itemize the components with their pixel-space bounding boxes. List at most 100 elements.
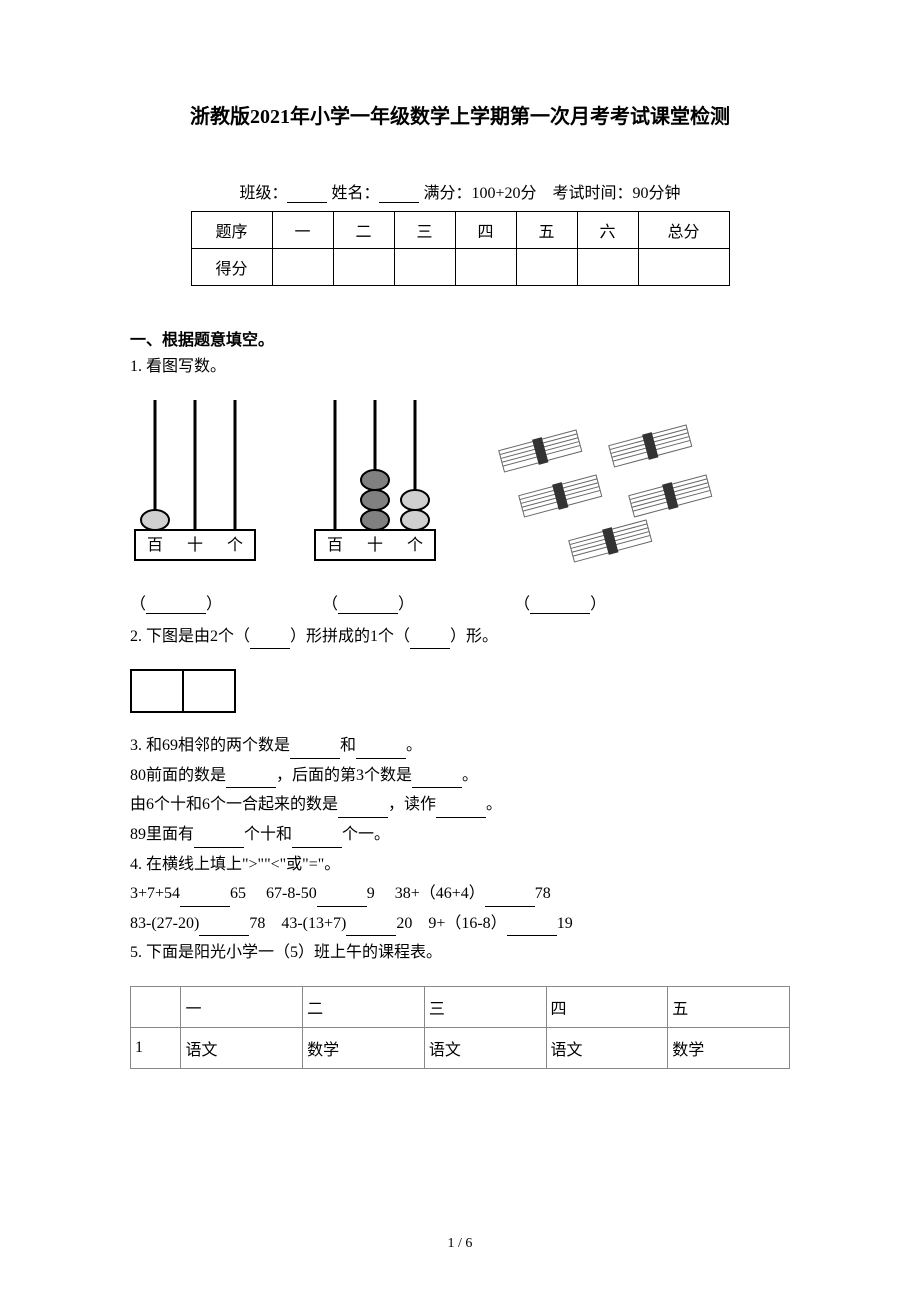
figure-row: 百 十 个 百 十 个	[130, 400, 790, 570]
q3-1c: 。	[406, 737, 422, 754]
sticks-bundle	[490, 420, 720, 570]
score-col-3: 三	[394, 212, 455, 249]
sched-cell-0-4: 语文	[546, 1027, 668, 1068]
q3-3a: 由6个十和6个一合起来的数是	[130, 796, 338, 813]
score-cell-5	[516, 249, 577, 286]
answer-1: （）	[130, 590, 222, 614]
q4r1-5: 38+（46+4）	[395, 885, 485, 902]
q4r2-6: 19	[557, 915, 573, 932]
q3-3b: ，读作	[388, 796, 436, 813]
score-row-label: 得分	[191, 249, 272, 286]
page-title: 浙教版2021年小学一年级数学上学期第一次月考考试课堂检测	[130, 100, 790, 129]
q3-1b: 和	[340, 737, 356, 754]
q4-row1: 3+7+54 65 67-8-50 9 38+（46+4） 78	[130, 881, 790, 907]
q3-4a: 89里面有	[130, 826, 194, 843]
sched-cell-0-2: 数学	[303, 1027, 425, 1068]
svg-text:十: 十	[187, 536, 203, 554]
sched-head-4: 四	[546, 986, 668, 1027]
q4r2-2: 78	[249, 915, 265, 932]
q4-row2: 83-(27-20)78 43-(13+7)20 9+（16-8）19	[130, 911, 790, 937]
abacus-2-svg: 百 十 个	[310, 400, 440, 570]
q3-2c: 。	[462, 767, 478, 784]
q4-intro: 4. 在横线上填上">""<"或"="。	[130, 852, 790, 878]
sched-cell-0-0: 1	[131, 1027, 181, 1068]
score-cell-6	[577, 249, 638, 286]
score-cell-1	[272, 249, 333, 286]
q3-2a: 80前面的数是	[130, 767, 226, 784]
answer-3: （）	[514, 590, 606, 614]
score-cell-4	[455, 249, 516, 286]
q3-line3: 由6个十和6个一合起来的数是 ，读作 。	[130, 792, 790, 818]
q3-4c: 个一。	[342, 826, 390, 843]
svg-text:个: 个	[407, 536, 423, 554]
svg-text:个: 个	[227, 536, 243, 554]
abacus-1: 百 十 个	[130, 400, 260, 570]
sched-cell-0-1: 语文	[181, 1027, 303, 1068]
sched-head-1: 一	[181, 986, 303, 1027]
schedule-header: 一二三四五	[131, 986, 790, 1027]
score-col-6: 六	[577, 212, 638, 249]
schedule-table: 一二三四五 1语文数学语文语文数学	[130, 986, 790, 1069]
score-cell-7	[638, 249, 729, 286]
score-cell-3	[394, 249, 455, 286]
q3-2b: ，后面的第3个数是	[276, 767, 412, 784]
score-value-row: 得分	[191, 249, 729, 286]
page-footer: 1 / 6	[0, 1236, 920, 1252]
q5-label: 5. 下面是阳光小学一（5）班上午的课程表。	[130, 940, 790, 966]
q4r1-1: 3+7+54	[130, 885, 180, 902]
sched-head-0	[131, 986, 181, 1027]
score-col-7: 总分	[638, 212, 729, 249]
q1-label: 1. 看图写数。	[130, 354, 790, 380]
q2-mid: ）形拼成的1个（	[290, 628, 410, 645]
square-left	[130, 669, 184, 713]
q3-1a: 3. 和69相邻的两个数是	[130, 737, 290, 754]
abacus-2: 百 十 个	[310, 400, 440, 570]
score-table: 题序一二三四五六总分 得分	[191, 211, 730, 286]
score-col-2: 二	[333, 212, 394, 249]
q3-line4: 89里面有 个十和 个一。	[130, 822, 790, 848]
page: 浙教版2021年小学一年级数学上学期第一次月考考试课堂检测 班级： 姓名： 满分…	[0, 0, 920, 1302]
score-cell-2	[333, 249, 394, 286]
score-col-0: 题序	[191, 212, 272, 249]
name-label: 姓名：	[331, 185, 379, 202]
q3-3c: 。	[486, 796, 502, 813]
class-blank	[287, 186, 327, 203]
q1-answer-row: （） （） （）	[130, 590, 790, 614]
q2: 2. 下图是由2个（ ）形拼成的1个（ ）形。	[130, 624, 790, 650]
q4r2-4: 20	[396, 915, 412, 932]
class-label: 班级：	[239, 185, 287, 202]
sched-head-2: 二	[303, 986, 425, 1027]
section-1-title: 一、根据题意填空。	[130, 326, 790, 350]
q4r2-5: 9+（16-8）	[428, 915, 506, 932]
name-blank	[379, 186, 419, 203]
answer-2: （）	[322, 590, 414, 614]
svg-text:百: 百	[147, 537, 163, 554]
q3-line2: 80前面的数是 ，后面的第3个数是 。	[130, 763, 790, 789]
exam-time: 考试时间：90分钟	[553, 185, 681, 202]
info-line: 班级： 姓名： 满分：100+20分 考试时间：90分钟	[130, 179, 790, 203]
sched-row-0: 1语文数学语文语文数学	[131, 1027, 790, 1068]
square-right	[184, 669, 236, 713]
sched-head-3: 三	[424, 986, 546, 1027]
score-col-4: 四	[455, 212, 516, 249]
sched-head-5: 五	[668, 986, 790, 1027]
abacus-1-svg: 百 十 个	[130, 400, 260, 570]
q4r1-2: 65	[230, 885, 246, 902]
sched-cell-0-5: 数学	[668, 1027, 790, 1068]
q2-shape	[130, 669, 790, 713]
q2-pre: 2. 下图是由2个（	[130, 628, 250, 645]
svg-text:十: 十	[367, 536, 383, 554]
score-col-1: 一	[272, 212, 333, 249]
full-score: 满分：100+20分	[423, 185, 536, 202]
q4r1-6: 78	[535, 885, 551, 902]
q4r1-3: 67-8-50	[266, 885, 317, 902]
q2-post: ）形。	[450, 628, 498, 645]
sticks-svg	[490, 420, 720, 570]
score-header-row: 题序一二三四五六总分	[191, 212, 729, 249]
q4r1-4: 9	[367, 885, 375, 902]
sched-cell-0-3: 语文	[424, 1027, 546, 1068]
q3-4b: 个十和	[244, 826, 292, 843]
q3-line1: 3. 和69相邻的两个数是 和 。	[130, 733, 790, 759]
score-col-5: 五	[516, 212, 577, 249]
q4r2-1: 83-(27-20)	[130, 915, 199, 932]
